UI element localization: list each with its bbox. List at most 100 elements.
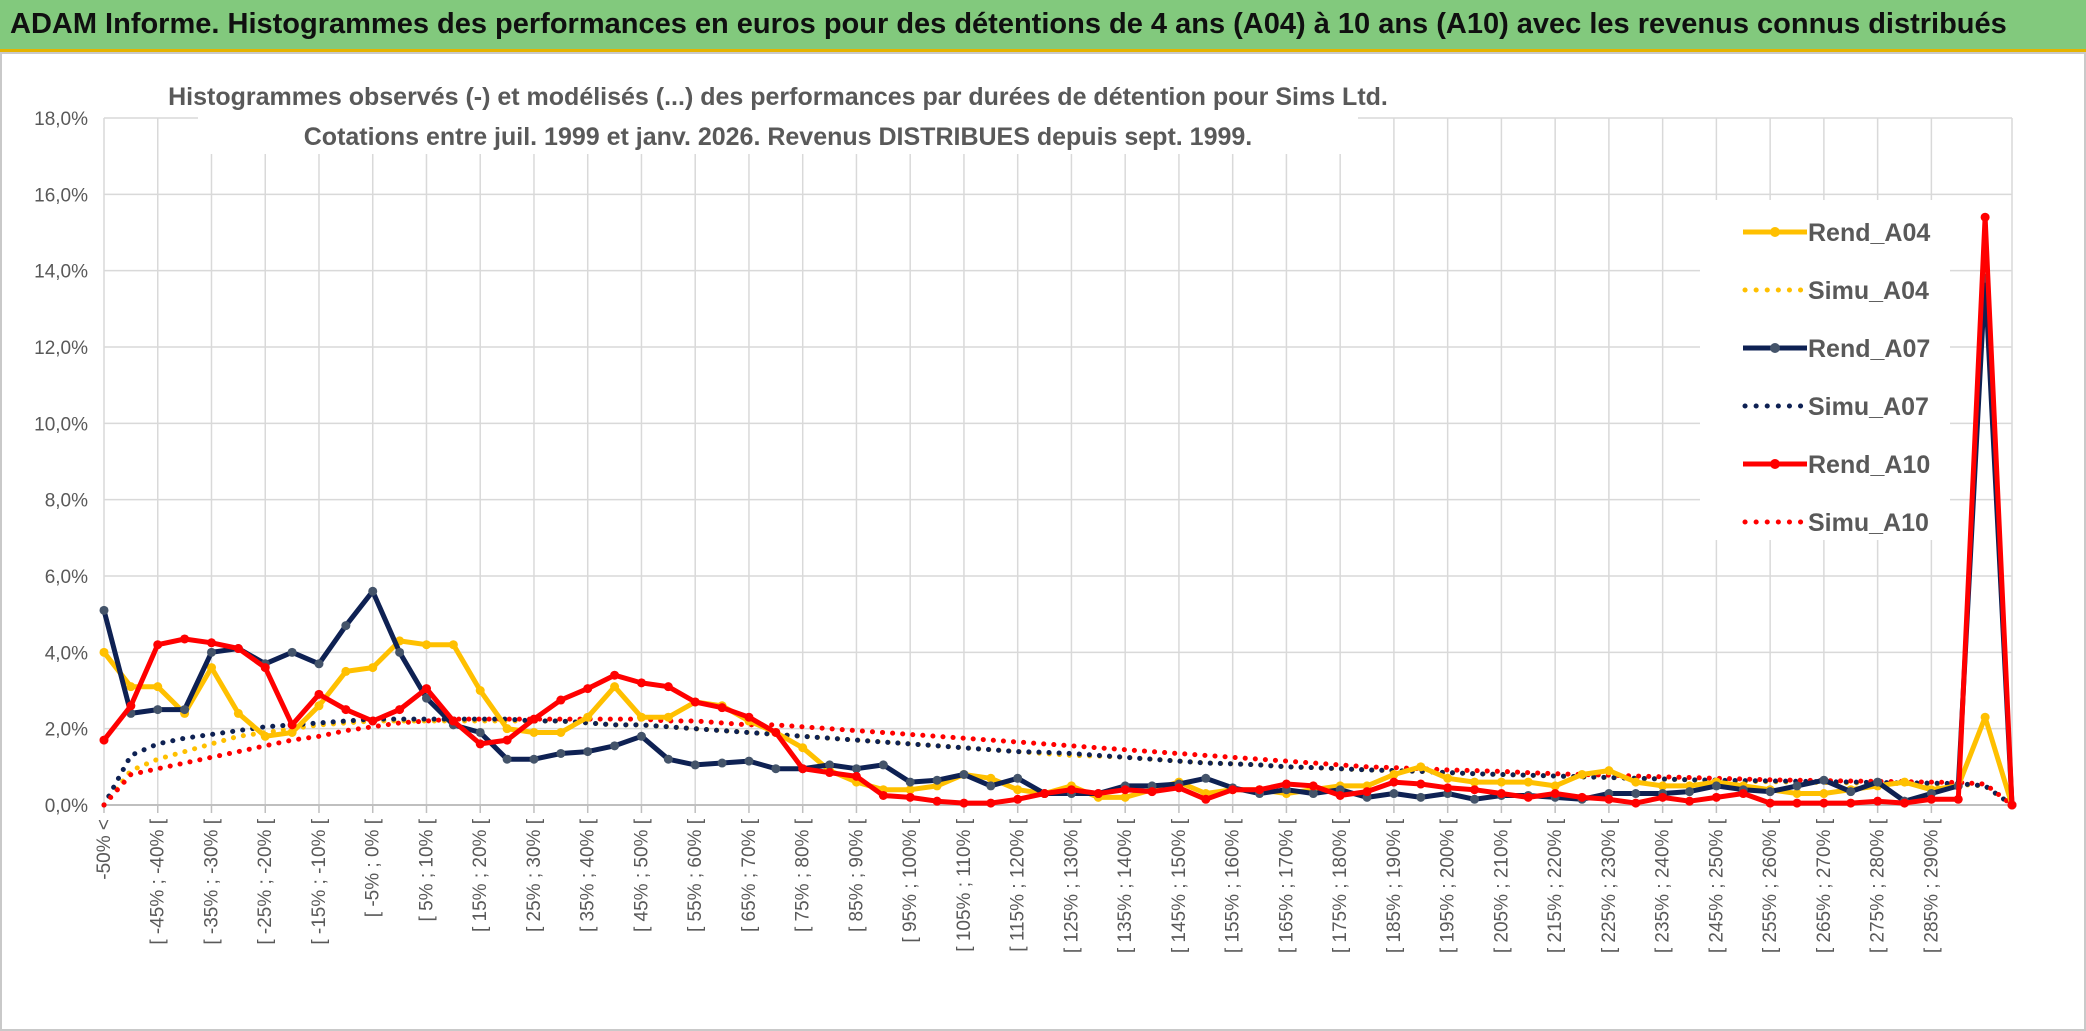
data-point bbox=[153, 682, 163, 692]
data-point bbox=[717, 758, 727, 768]
data-point bbox=[368, 586, 378, 596]
y-tick-label: 6,0% bbox=[45, 567, 88, 588]
x-tick-label: [ 205% ; 210% [ bbox=[1491, 818, 1512, 953]
x-tick-label: [ 65% ; 70% [ bbox=[739, 818, 760, 932]
x-tick-label: [ 5% ; 10% [ bbox=[416, 818, 437, 921]
data-point bbox=[99, 647, 109, 657]
data-point bbox=[583, 684, 593, 694]
x-tick-label: [ 125% ; 130% [ bbox=[1061, 818, 1082, 953]
data-point bbox=[798, 743, 808, 753]
data-point bbox=[1416, 779, 1426, 789]
x-tick-label: [ 115% ; 120% [ bbox=[1008, 818, 1029, 951]
data-point bbox=[1470, 794, 1480, 804]
data-point bbox=[1147, 787, 1157, 797]
data-point bbox=[1900, 798, 1910, 808]
data-point bbox=[1685, 787, 1695, 797]
data-point bbox=[744, 712, 754, 722]
data-point bbox=[1792, 798, 1802, 808]
data-point bbox=[636, 712, 646, 722]
data-point bbox=[180, 634, 190, 644]
data-point bbox=[1604, 766, 1614, 776]
data-point bbox=[1040, 789, 1050, 799]
x-tick-label: [ 15% ; 20% [ bbox=[470, 818, 491, 932]
data-point bbox=[1443, 783, 1453, 793]
data-point bbox=[1846, 798, 1856, 808]
data-point bbox=[1550, 789, 1560, 799]
data-point bbox=[878, 760, 888, 770]
x-tick-label: [ 245% ; 250% [ bbox=[1706, 818, 1727, 953]
data-point bbox=[905, 792, 915, 802]
data-point bbox=[206, 638, 216, 648]
data-point bbox=[1389, 789, 1399, 799]
data-point bbox=[556, 748, 566, 758]
series-line bbox=[101, 716, 2015, 808]
data-point bbox=[1120, 792, 1130, 802]
data-point bbox=[1013, 794, 1023, 804]
data-point bbox=[1631, 789, 1641, 799]
data-point bbox=[636, 678, 646, 688]
data-point bbox=[529, 727, 539, 737]
x-tick-label: [ 235% ; 240% [ bbox=[1653, 818, 1674, 953]
x-tick-label: [ -15% ; -10% [ bbox=[309, 818, 330, 944]
x-tick-label: [ -5% ; 0% [ bbox=[363, 818, 384, 917]
data-point bbox=[1738, 789, 1748, 799]
x-tick-label: [ 165% ; 170% [ bbox=[1276, 818, 1297, 953]
y-tick-label: 0,0% bbox=[45, 796, 88, 817]
data-point bbox=[1792, 781, 1802, 791]
legend: Rend_A04 Simu_A04 Rend_A07 Simu_A07 Rend_A10… bbox=[1700, 200, 1950, 540]
data-point bbox=[1523, 777, 1533, 787]
data-point bbox=[825, 768, 835, 778]
data-point bbox=[341, 621, 351, 631]
data-point bbox=[1685, 796, 1695, 806]
data-point bbox=[825, 760, 835, 770]
report-banner: ADAM Informe. Histogrammes des performan… bbox=[0, 0, 2086, 52]
x-tick-label: [ 225% ; 230% [ bbox=[1599, 818, 1620, 953]
x-tick-label: [ -45% ; -40% [ bbox=[148, 818, 169, 944]
x-tick-label: [ 255% ; 260% [ bbox=[1760, 818, 1781, 953]
data-point bbox=[1819, 775, 1829, 785]
legend-label: Simu_A04 bbox=[1808, 277, 1929, 305]
x-tick-label: [ 85% ; 90% [ bbox=[846, 818, 867, 932]
data-point bbox=[1013, 785, 1023, 795]
data-point bbox=[1416, 792, 1426, 802]
legend-item-rend-a04: Rend_A04 bbox=[1743, 219, 1930, 247]
data-point bbox=[1980, 212, 1990, 222]
y-axis-ticks: 0,0% 2,0% 4,0% 6,0% 8,0% 10,0% 12,0% 14,0% 16,0%… bbox=[34, 109, 88, 817]
data-point bbox=[206, 663, 216, 673]
y-tick-label: 12,0% bbox=[34, 338, 88, 359]
data-point bbox=[1711, 792, 1721, 802]
legend-item-rend-a10: Rend_A10 bbox=[1743, 451, 1930, 479]
data-point bbox=[1228, 785, 1238, 795]
legend-marker bbox=[1770, 227, 1780, 237]
data-point bbox=[1846, 787, 1856, 797]
data-point bbox=[502, 724, 512, 734]
data-point bbox=[448, 716, 458, 726]
legend-label: Simu_A07 bbox=[1808, 393, 1929, 421]
data-point bbox=[1201, 794, 1211, 804]
x-tick-label: [ 105% ; 110% [ bbox=[954, 818, 975, 951]
data-point bbox=[1308, 789, 1318, 799]
data-point bbox=[502, 735, 512, 745]
data-point bbox=[690, 760, 700, 770]
data-point bbox=[475, 739, 485, 749]
data-point bbox=[1953, 794, 1963, 804]
data-point bbox=[851, 764, 861, 774]
data-point bbox=[153, 640, 163, 650]
data-point bbox=[690, 697, 700, 707]
x-tick-label: [ -25% ; -20% [ bbox=[255, 818, 276, 944]
data-point bbox=[663, 682, 673, 692]
data-point bbox=[1631, 798, 1641, 808]
data-point bbox=[1470, 785, 1480, 795]
data-point bbox=[314, 689, 324, 699]
data-point bbox=[1819, 798, 1829, 808]
data-point bbox=[1496, 789, 1506, 799]
x-tick-label: [ 135% ; 140% [ bbox=[1115, 818, 1136, 953]
x-tick-label: [ 265% ; 270% [ bbox=[1814, 818, 1835, 953]
data-point bbox=[1873, 796, 1883, 806]
series-rend-a10 bbox=[99, 212, 2017, 810]
data-point bbox=[314, 659, 324, 669]
data-point bbox=[421, 693, 431, 703]
data-point bbox=[1389, 769, 1399, 779]
data-point bbox=[610, 670, 620, 680]
data-point bbox=[1577, 792, 1587, 802]
